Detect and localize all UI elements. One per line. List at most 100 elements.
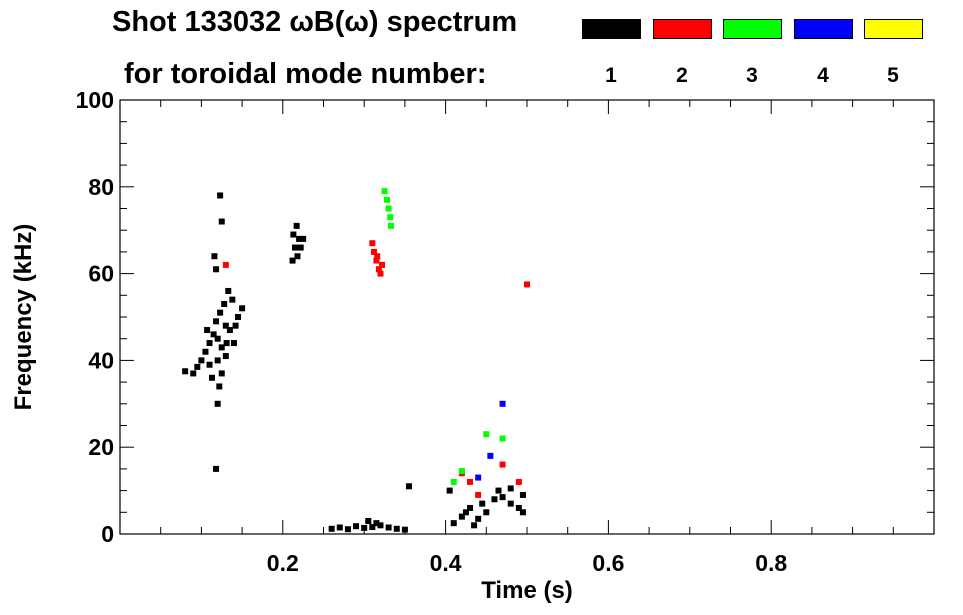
mode-1-point [483, 509, 490, 516]
mode-1-point [446, 487, 453, 494]
y-tick-label: 80 [88, 174, 114, 200]
y-tick-label: 20 [88, 434, 114, 460]
mode-1-point [206, 361, 213, 368]
y-tick-label: 40 [88, 347, 114, 373]
mode-1-point [217, 192, 224, 199]
mode-1-point [300, 235, 307, 242]
mode-2-point [379, 261, 386, 268]
mode-1-point [214, 357, 221, 364]
mode-1-point [229, 296, 236, 303]
mode-2-point [374, 253, 381, 260]
mode-1-point [495, 487, 502, 494]
mode-1-point [405, 483, 412, 490]
legend-label-4: 4 [817, 64, 829, 87]
tick-labels: 0 20 40 60 80 100 0.2 0.4 0.6 0.8 [76, 87, 788, 576]
mode-1-point [222, 353, 229, 360]
legend-caption: for toroidal mode number: [124, 58, 487, 90]
mode-1-point [235, 314, 242, 320]
mode-1-point [213, 266, 220, 273]
mode-1-point [222, 322, 229, 329]
mode-1-point [475, 515, 482, 522]
mode-2-point [475, 491, 482, 498]
mode-1-point [515, 504, 522, 511]
mode-1-point [344, 526, 351, 533]
mode-1-point [369, 524, 376, 531]
mode-1-point [182, 368, 189, 375]
mode-4-point [499, 400, 506, 407]
mode-1-point [232, 322, 239, 329]
mode-1-point [239, 305, 246, 312]
mode-4-point [487, 452, 494, 459]
y-tick-label: 60 [88, 261, 114, 287]
axis-ticks [120, 99, 934, 535]
mode-2-point [499, 461, 506, 468]
mode-2-point [222, 261, 229, 268]
legend-swatch-3 [723, 19, 782, 39]
x-tick-label: 0.6 [592, 550, 624, 576]
mode-1-point [297, 244, 304, 251]
mode-1-point [365, 517, 372, 524]
mode-1-point [292, 244, 299, 251]
mode-1-point [218, 218, 225, 225]
mode-1-point [216, 383, 223, 390]
mode-1-point [202, 348, 209, 355]
mode-1-point [210, 331, 217, 338]
mode-1-point [293, 222, 300, 229]
mode-2-point [467, 478, 474, 485]
mode-2-point [370, 248, 377, 255]
mode-3-point [450, 478, 457, 485]
legend-swatch-1 [582, 19, 641, 39]
mode-1-point [401, 526, 408, 533]
legend-label-2: 2 [676, 64, 688, 87]
mode-3-point [383, 196, 390, 203]
mode-1-point [214, 400, 221, 407]
y-axis-label: Frequency (kHz) [10, 224, 37, 411]
mode-1-point [225, 287, 232, 294]
legend-label-1: 1 [605, 64, 617, 87]
mode-1-point [217, 309, 224, 316]
mode-1-point [190, 370, 197, 377]
mode-1-point [462, 509, 469, 516]
mode-3-point [388, 222, 395, 229]
mode-1-point [353, 523, 360, 530]
mode-2-point [515, 478, 522, 485]
x-tick-label: 0.8 [755, 550, 787, 576]
mode-1-point [336, 524, 343, 531]
mode-1-point [373, 520, 380, 527]
plot-frame [119, 99, 935, 535]
mode-1-point [467, 504, 474, 511]
y-tick-label: 0 [101, 521, 114, 547]
mode-1-point [479, 500, 486, 507]
legend-label-5: 5 [887, 64, 899, 87]
x-axis-label: Time (s) [481, 577, 573, 604]
mode-1-point [213, 465, 220, 472]
mode-1-point [385, 524, 392, 531]
mode-1-point [221, 300, 228, 307]
x-tick-label: 0.4 [430, 550, 462, 576]
mode-1-point [507, 500, 514, 507]
mode-1-point [519, 491, 526, 498]
mode-3-point [385, 205, 392, 212]
x-tick-label: 0.2 [267, 550, 299, 576]
mode-1-point [218, 344, 225, 351]
mode-3-point [387, 214, 394, 221]
mode-1-point [361, 524, 368, 531]
mode-1-point [214, 335, 221, 342]
mode-1-point [194, 363, 201, 370]
mode-1-point [204, 327, 211, 334]
mode-1-point [226, 327, 233, 334]
mode-1-point [208, 374, 215, 381]
mode-1-point [471, 522, 478, 529]
mode-1-point [377, 522, 384, 529]
mode-2-point [373, 257, 380, 264]
mode-1-point [296, 235, 303, 242]
mode-1-point [218, 370, 225, 377]
mode-3-point [381, 188, 388, 195]
mode-1-point [289, 257, 296, 264]
mode-2-point [524, 281, 530, 288]
mode-1-point [223, 340, 230, 347]
mode-2-point [377, 270, 384, 277]
mode-1-point [519, 509, 526, 516]
mode-1-point [211, 253, 218, 260]
